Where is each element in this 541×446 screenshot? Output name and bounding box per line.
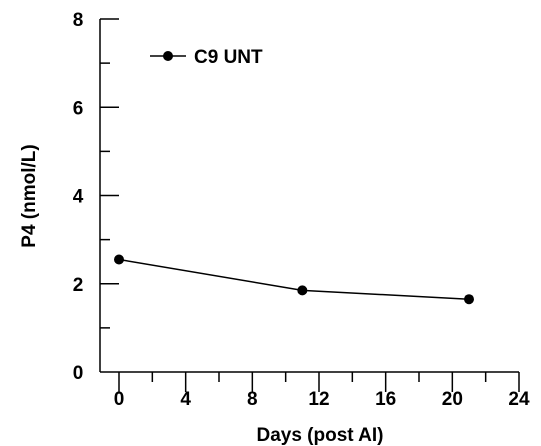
y-tick-label: 6 — [73, 98, 84, 119]
series-layer — [114, 254, 474, 305]
y-tick-label: 8 — [73, 10, 84, 31]
x-tick-label: 20 — [442, 389, 463, 410]
x-tick-label: 4 — [180, 389, 191, 410]
legend-label: C9 UNT — [194, 47, 263, 68]
x-tick-label: 24 — [508, 389, 530, 410]
x-tick-label: 16 — [375, 389, 396, 410]
y-tick-label: 2 — [73, 275, 84, 296]
y-axis-title: P4 (nmol/L) — [19, 144, 40, 247]
x-axis: 0 4 8 12 16 20 24 — [114, 371, 530, 410]
series-point-1-1 — [114, 254, 124, 265]
x-axis-title: Days (post AI) — [256, 425, 383, 446]
y-axis: 0 2 4 6 8 — [73, 10, 119, 384]
x-tick-label: 8 — [247, 389, 258, 410]
legend: C9 UNT — [150, 47, 263, 68]
series-point-1-2 — [297, 285, 308, 296]
legend-marker — [163, 51, 173, 61]
x-tick-label: 12 — [308, 389, 329, 410]
x-tick-label: 0 — [114, 389, 125, 410]
y-tick-label: 4 — [73, 187, 84, 208]
series-line-1 — [118, 258, 470, 300]
series-point-1-3 — [464, 294, 474, 305]
y-tick-label: 0 — [73, 363, 84, 384]
